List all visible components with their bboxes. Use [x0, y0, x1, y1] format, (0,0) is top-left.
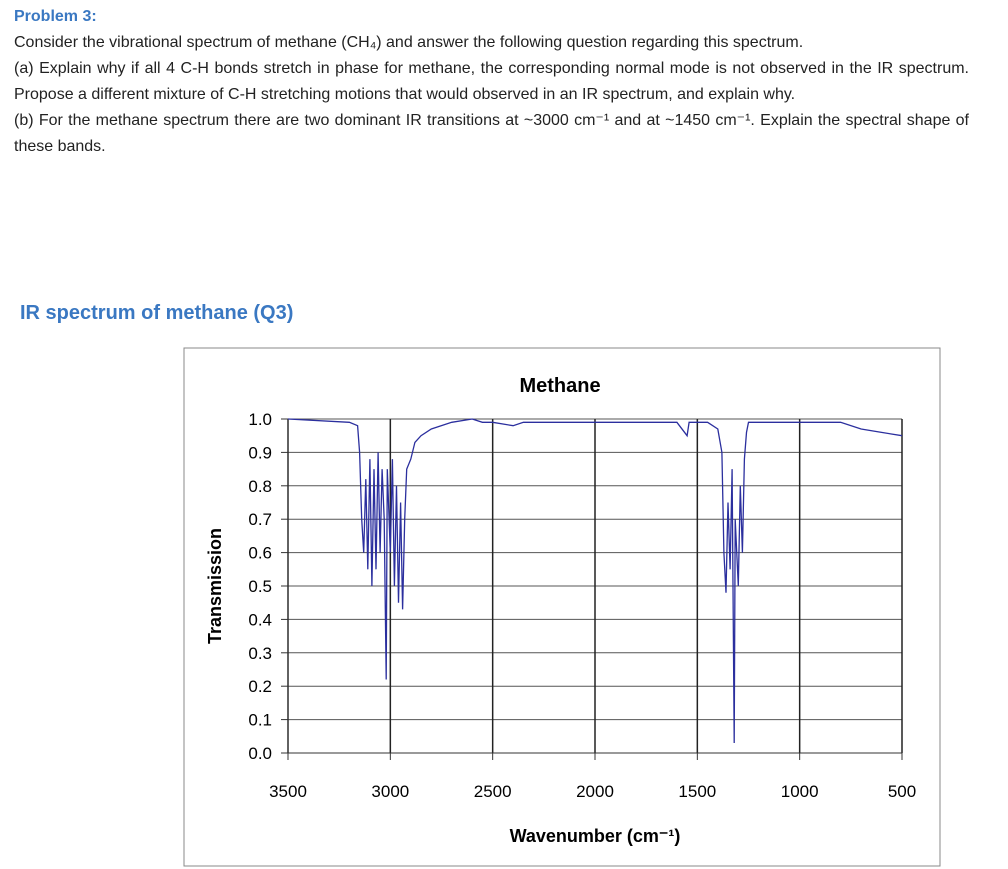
x-tick-label: 3500	[269, 782, 307, 801]
y-tick-label: 0.7	[248, 510, 272, 529]
y-tick-label: 0.0	[248, 744, 272, 763]
chart-title: Methane	[519, 375, 600, 397]
y-tick-label: 0.2	[248, 677, 272, 696]
paragraph: (a) Explain why if all 4 C-H bonds stret…	[14, 60, 969, 103]
figure-heading: IR spectrum of methane (Q3)	[20, 302, 294, 324]
problem-title: Problem 3:	[14, 8, 97, 25]
x-tick-label: 500	[888, 782, 916, 801]
x-tick-label: 2500	[474, 782, 512, 801]
x-tick-label: 3000	[371, 782, 409, 801]
x-tick-label: 2000	[576, 782, 614, 801]
x-tick-label: 1000	[781, 782, 819, 801]
y-tick-label: 0.5	[248, 577, 272, 596]
y-tick-label: 0.4	[248, 610, 272, 629]
problem: Problem 3: Consider the vibrational spec…	[14, 4, 969, 160]
x-axis-label: Wavenumber (cm⁻¹)	[510, 826, 681, 846]
paragraph: Consider the vibrational spectrum of met…	[14, 34, 804, 51]
y-axis-label: Transmission	[205, 528, 225, 644]
y-tick-label: 0.6	[248, 544, 272, 563]
y-tick-label: 0.9	[248, 443, 272, 462]
y-tick-label: 1.0	[248, 410, 272, 429]
paragraph: (b) For the methane spectrum there are t…	[14, 112, 969, 155]
x-tick-label: 1500	[678, 782, 716, 801]
chart-frame	[183, 347, 941, 867]
y-tick-label: 0.1	[248, 711, 272, 730]
spectrum-line	[287, 418, 903, 744]
y-tick-label: 0.3	[248, 644, 272, 663]
y-tick-label: 0.8	[248, 477, 272, 496]
